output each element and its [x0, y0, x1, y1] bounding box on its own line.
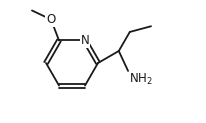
Text: NH$_2$: NH$_2$: [129, 72, 153, 87]
Text: N: N: [81, 34, 89, 47]
Text: O: O: [46, 13, 56, 26]
